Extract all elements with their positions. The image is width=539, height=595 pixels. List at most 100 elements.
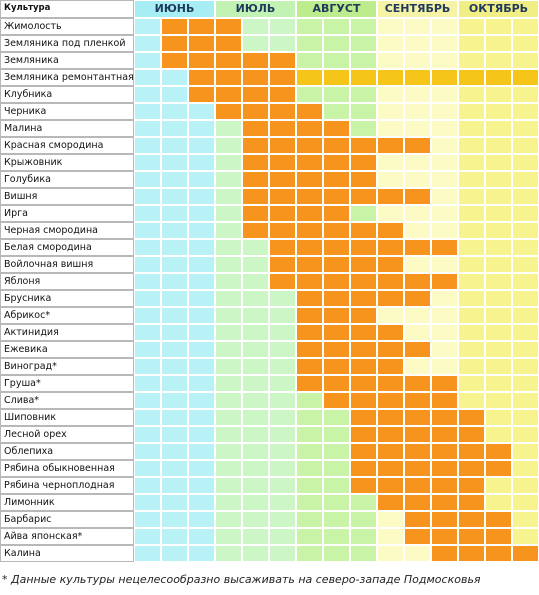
cell <box>215 324 242 341</box>
crop-name: Клубника <box>0 86 134 103</box>
harvest-cell <box>404 137 431 154</box>
second-harvest-cell <box>404 69 431 86</box>
cell <box>404 52 431 69</box>
cell <box>377 52 404 69</box>
harvest-cell <box>350 409 377 426</box>
cell <box>404 205 431 222</box>
cell <box>323 426 350 443</box>
cell <box>377 511 404 528</box>
cell <box>215 273 242 290</box>
harvest-cell <box>431 375 458 392</box>
cell <box>134 86 161 103</box>
harvest-cell <box>458 477 485 494</box>
harvest-cell <box>188 52 215 69</box>
harvest-cell <box>350 358 377 375</box>
cell <box>296 426 323 443</box>
harvest-cell <box>377 460 404 477</box>
second-harvest-cell <box>458 69 485 86</box>
cell <box>458 392 485 409</box>
cell <box>485 239 512 256</box>
harvest-cell <box>296 307 323 324</box>
cell <box>485 341 512 358</box>
crop-name: Лесной орех <box>0 426 134 443</box>
cell <box>404 103 431 120</box>
cell <box>269 409 296 426</box>
harvest-cell <box>215 86 242 103</box>
cell <box>431 86 458 103</box>
harvest-cell <box>296 205 323 222</box>
crop-name: Калина <box>0 545 134 562</box>
cell <box>458 52 485 69</box>
second-harvest-cell <box>431 69 458 86</box>
second-harvest-cell <box>350 69 377 86</box>
harvest-cell <box>431 511 458 528</box>
cell <box>458 154 485 171</box>
harvest-cell <box>377 477 404 494</box>
harvest-cell <box>458 494 485 511</box>
cell <box>134 256 161 273</box>
cell <box>215 290 242 307</box>
cell <box>458 307 485 324</box>
cell <box>269 545 296 562</box>
cell <box>215 222 242 239</box>
cell <box>404 545 431 562</box>
cell <box>242 409 269 426</box>
cell <box>350 35 377 52</box>
harvest-cell <box>350 443 377 460</box>
cell <box>431 188 458 205</box>
cell <box>404 18 431 35</box>
cell <box>431 205 458 222</box>
harvest-cell <box>350 477 377 494</box>
harvest-cell <box>269 103 296 120</box>
harvest-cell <box>323 358 350 375</box>
harvest-cell <box>350 290 377 307</box>
harvest-cell <box>269 239 296 256</box>
cell <box>161 256 188 273</box>
cell <box>134 307 161 324</box>
cell <box>134 341 161 358</box>
cell <box>458 273 485 290</box>
cell <box>512 477 539 494</box>
cell <box>485 171 512 188</box>
harvest-cell <box>377 273 404 290</box>
cell <box>188 154 215 171</box>
cell <box>269 341 296 358</box>
harvest-cell <box>458 443 485 460</box>
cell <box>161 239 188 256</box>
harvest-cell <box>269 69 296 86</box>
harvest-cell <box>377 324 404 341</box>
crop-name: Облепиха <box>0 443 134 460</box>
harvest-cell <box>377 290 404 307</box>
cell <box>188 256 215 273</box>
harvest-cell <box>350 460 377 477</box>
cell <box>188 290 215 307</box>
cell <box>242 341 269 358</box>
cell <box>512 341 539 358</box>
cell <box>404 324 431 341</box>
harvest-cell <box>296 188 323 205</box>
harvest-cell <box>350 426 377 443</box>
harvest-cell <box>404 460 431 477</box>
cell <box>296 409 323 426</box>
harvest-cell <box>350 256 377 273</box>
cell <box>134 545 161 562</box>
cell <box>431 52 458 69</box>
cell <box>458 120 485 137</box>
cell <box>323 443 350 460</box>
cell <box>512 222 539 239</box>
cell <box>296 392 323 409</box>
crop-name: Виноград* <box>0 358 134 375</box>
header-label: Культура <box>0 0 134 18</box>
cell <box>512 273 539 290</box>
harvest-cell <box>296 103 323 120</box>
cell <box>512 460 539 477</box>
cell <box>350 494 377 511</box>
cell <box>350 18 377 35</box>
harvest-cell <box>269 273 296 290</box>
harvest-cell <box>485 511 512 528</box>
cell <box>242 375 269 392</box>
cell <box>134 52 161 69</box>
cell <box>134 528 161 545</box>
harvest-cell <box>431 392 458 409</box>
cell <box>215 256 242 273</box>
